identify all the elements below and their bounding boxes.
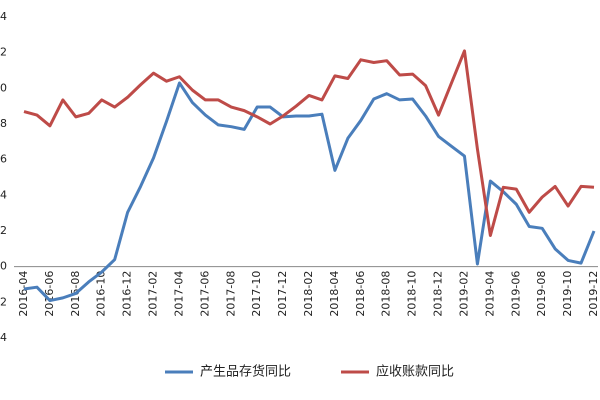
x-tick-label: 2018-12 xyxy=(432,271,445,317)
x-tick-label: 2018-04 xyxy=(328,271,341,317)
x-tick-label: 2017-06 xyxy=(198,271,211,317)
x-tick-label: 2018-06 xyxy=(354,271,367,317)
series-line xyxy=(23,49,595,237)
legend: 产生品存货同比 应收账款同比 xyxy=(165,364,454,380)
x-tick-label: 2017-10 xyxy=(250,271,263,317)
y-tick-label: 4 xyxy=(0,188,7,201)
x-tick-label: 2018-08 xyxy=(380,271,393,317)
x-tick-label: 2017-04 xyxy=(172,271,185,317)
x-tick-label: 2019-12 xyxy=(587,271,600,317)
x-tick-label: 2017-08 xyxy=(224,271,237,317)
y-tick-label: -4 xyxy=(0,331,7,344)
y-tick-label: 6 xyxy=(0,153,7,166)
x-tick-label: 2019-02 xyxy=(457,271,470,317)
x-tick-label: 2019-08 xyxy=(535,271,548,317)
x-tick-label: 2018-02 xyxy=(302,271,315,317)
series-line xyxy=(23,81,596,303)
legend-label: 应收账款同比 xyxy=(376,364,454,380)
y-tick-label: 0 xyxy=(0,260,7,273)
y-tick-label: 14 xyxy=(0,10,7,23)
y-tick-label: -2 xyxy=(0,295,7,308)
y-tick-label: 12 xyxy=(0,46,7,59)
x-tick-label: 2019-10 xyxy=(561,271,574,317)
x-tick-label: 2016-04 xyxy=(17,271,30,317)
y-tick-label: 2 xyxy=(0,224,7,237)
x-tick-label: 2016-12 xyxy=(121,271,134,317)
y-tick-label: 8 xyxy=(0,117,7,130)
x-tick-label: 2016-06 xyxy=(43,271,56,317)
y-tick-label: 10 xyxy=(0,81,7,94)
x-tick-label: 2016-10 xyxy=(95,271,108,317)
x-tick-label: 2017-12 xyxy=(276,271,289,317)
x-tick-label: 2017-02 xyxy=(147,271,160,317)
x-tick-label: 2019-06 xyxy=(509,271,522,317)
legend-label: 产生品存货同比 xyxy=(200,364,291,380)
x-tick-label: 2019-04 xyxy=(483,271,496,317)
x-tick-label: 2018-10 xyxy=(406,271,419,317)
